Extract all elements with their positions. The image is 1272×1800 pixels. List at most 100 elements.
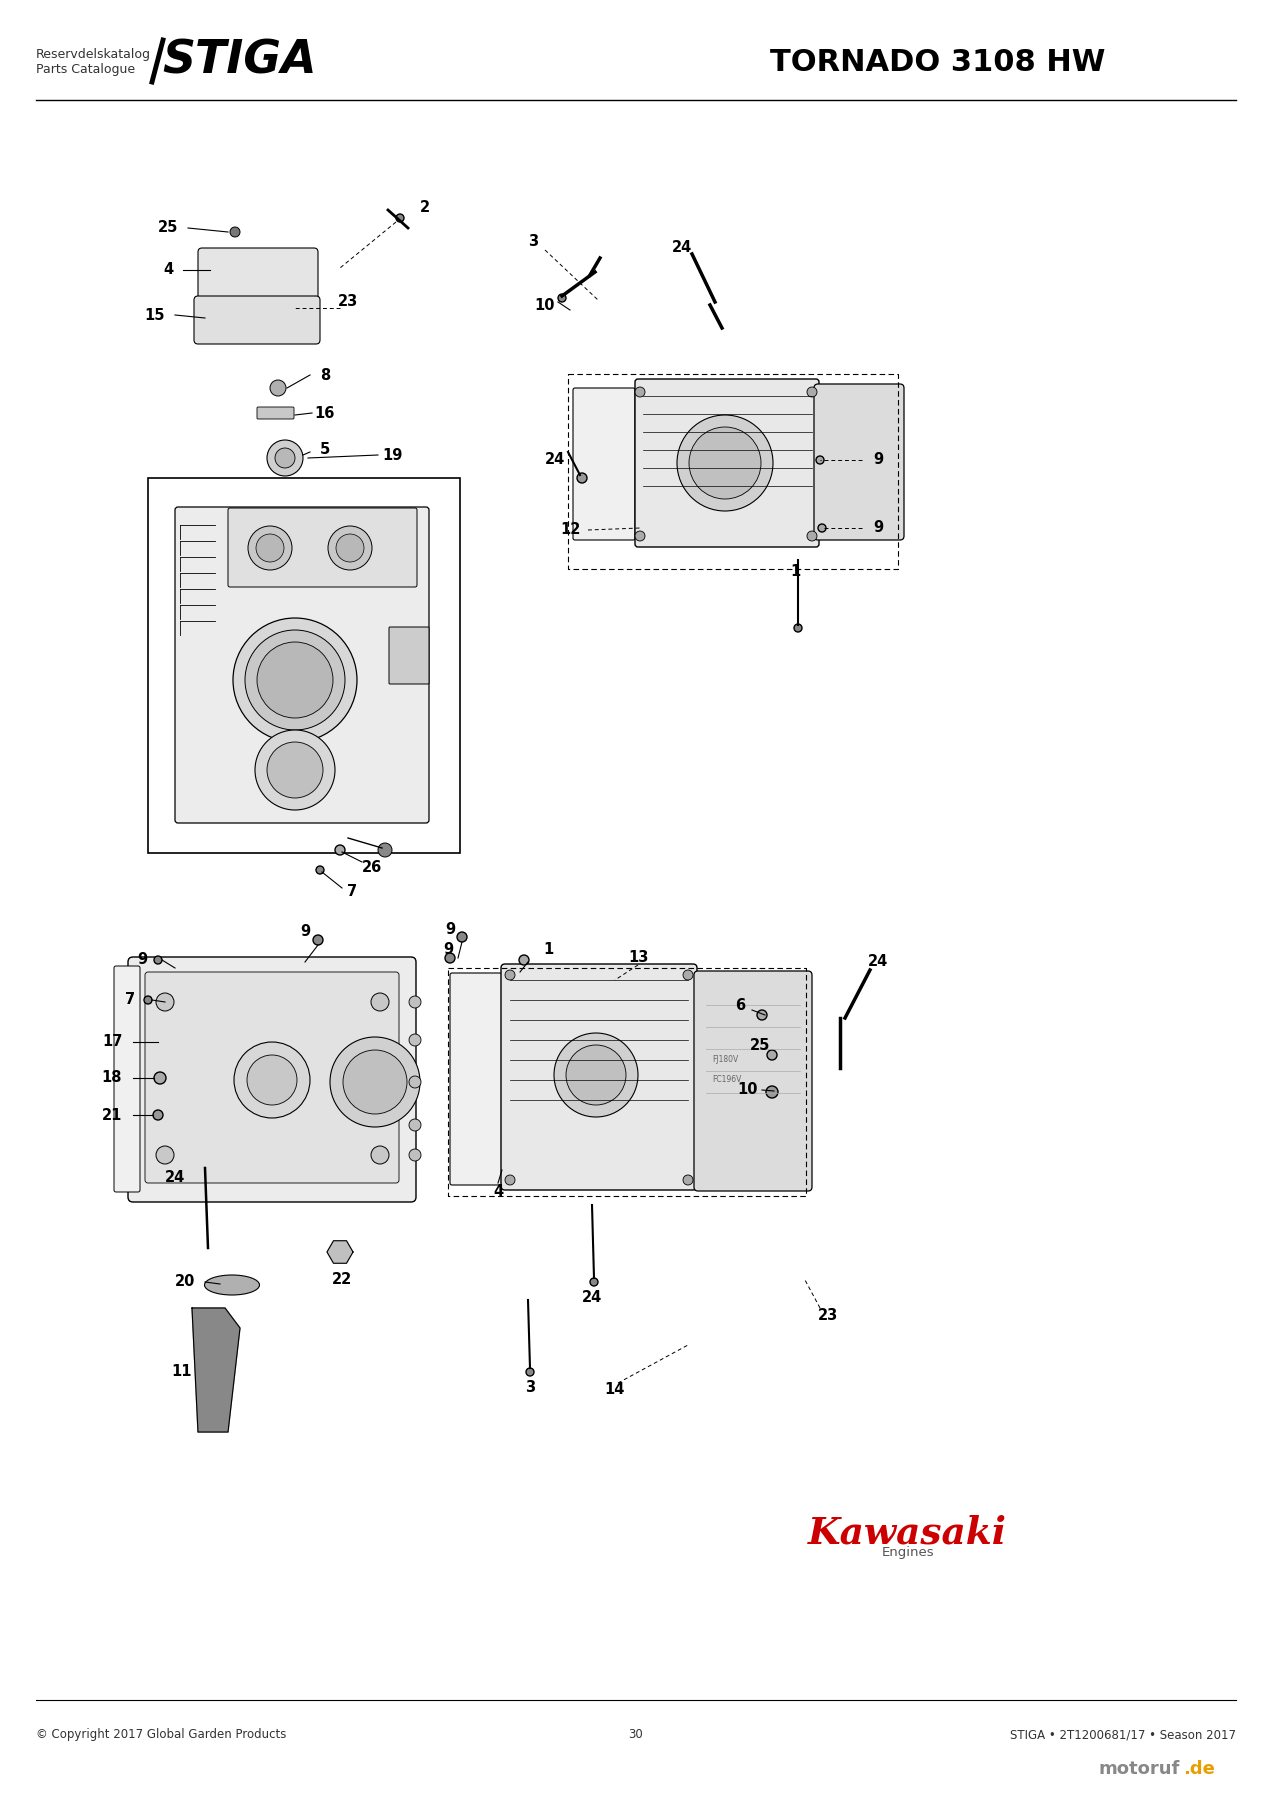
Text: 24: 24 xyxy=(165,1170,186,1186)
FancyBboxPatch shape xyxy=(695,970,812,1192)
Text: 9: 9 xyxy=(443,943,453,958)
Circle shape xyxy=(335,844,345,855)
Text: 10: 10 xyxy=(738,1082,758,1098)
Circle shape xyxy=(590,1278,598,1285)
Text: 9: 9 xyxy=(873,452,883,468)
Text: 9: 9 xyxy=(873,520,883,536)
FancyBboxPatch shape xyxy=(635,380,819,547)
Circle shape xyxy=(156,994,174,1012)
FancyBboxPatch shape xyxy=(572,389,635,540)
Text: 3: 3 xyxy=(528,234,538,250)
Text: 7: 7 xyxy=(347,884,357,900)
Text: STIGA: STIGA xyxy=(162,38,317,83)
Circle shape xyxy=(757,1010,767,1021)
FancyBboxPatch shape xyxy=(450,974,502,1184)
Bar xyxy=(148,479,460,853)
Text: 18: 18 xyxy=(102,1071,122,1085)
Circle shape xyxy=(371,1147,389,1165)
Text: 16: 16 xyxy=(314,405,336,421)
FancyBboxPatch shape xyxy=(228,508,417,587)
Circle shape xyxy=(794,625,803,632)
Circle shape xyxy=(154,1073,167,1084)
Circle shape xyxy=(635,531,645,542)
Circle shape xyxy=(505,970,515,979)
Circle shape xyxy=(329,1037,420,1127)
Circle shape xyxy=(683,970,693,979)
Text: .de: .de xyxy=(1183,1760,1215,1778)
Circle shape xyxy=(248,526,293,571)
Text: 23: 23 xyxy=(818,1307,838,1323)
Text: 6: 6 xyxy=(735,997,745,1012)
Circle shape xyxy=(527,1368,534,1375)
Circle shape xyxy=(247,1055,296,1105)
Text: 9: 9 xyxy=(445,922,455,938)
Circle shape xyxy=(566,1046,626,1105)
Text: 23: 23 xyxy=(338,295,359,310)
Text: 20: 20 xyxy=(174,1274,195,1289)
Text: 24: 24 xyxy=(868,954,888,970)
Text: 4: 4 xyxy=(163,263,173,277)
Text: 14: 14 xyxy=(604,1382,625,1397)
Circle shape xyxy=(154,956,162,965)
Circle shape xyxy=(267,439,303,475)
Circle shape xyxy=(257,643,333,718)
FancyBboxPatch shape xyxy=(814,383,904,540)
Circle shape xyxy=(378,842,392,857)
Text: 9: 9 xyxy=(137,952,148,968)
Text: 3: 3 xyxy=(525,1381,536,1395)
Text: Engines: Engines xyxy=(881,1546,935,1559)
Circle shape xyxy=(371,994,389,1012)
Circle shape xyxy=(766,1085,778,1098)
FancyBboxPatch shape xyxy=(501,965,697,1190)
Circle shape xyxy=(806,531,817,542)
Text: 21: 21 xyxy=(102,1107,122,1123)
Circle shape xyxy=(410,1076,421,1087)
Circle shape xyxy=(818,524,826,533)
Text: 24: 24 xyxy=(544,452,565,468)
Circle shape xyxy=(343,1049,407,1114)
Text: 24: 24 xyxy=(581,1291,602,1305)
Text: TORNADO 3108 HW: TORNADO 3108 HW xyxy=(770,49,1105,77)
Circle shape xyxy=(315,866,324,875)
Text: STIGA • 2T1200681/17 • Season 2017: STIGA • 2T1200681/17 • Season 2017 xyxy=(1010,1728,1236,1741)
Circle shape xyxy=(635,387,645,398)
Text: FJ180V: FJ180V xyxy=(712,1055,738,1064)
Text: Kawasaki: Kawasaki xyxy=(808,1516,1007,1552)
Circle shape xyxy=(410,1120,421,1130)
Text: Reservdelskatalog: Reservdelskatalog xyxy=(36,49,151,61)
Text: FC196V: FC196V xyxy=(712,1075,742,1084)
Text: 26: 26 xyxy=(361,860,382,875)
Circle shape xyxy=(519,956,529,965)
Circle shape xyxy=(683,1175,693,1184)
Text: 13: 13 xyxy=(628,950,649,965)
Text: 1: 1 xyxy=(543,943,553,958)
FancyBboxPatch shape xyxy=(128,958,416,1202)
Circle shape xyxy=(577,473,586,482)
Circle shape xyxy=(275,448,295,468)
Circle shape xyxy=(153,1111,163,1120)
Circle shape xyxy=(234,1042,310,1118)
FancyBboxPatch shape xyxy=(145,972,399,1183)
Circle shape xyxy=(230,227,240,238)
FancyBboxPatch shape xyxy=(198,248,318,301)
Circle shape xyxy=(313,934,323,945)
Circle shape xyxy=(256,535,284,562)
Polygon shape xyxy=(192,1309,240,1433)
Circle shape xyxy=(410,1033,421,1046)
Text: 4: 4 xyxy=(494,1184,502,1199)
Text: 10: 10 xyxy=(534,297,556,313)
Text: 11: 11 xyxy=(172,1364,192,1379)
Circle shape xyxy=(245,630,345,731)
Circle shape xyxy=(689,427,761,499)
Text: 25: 25 xyxy=(158,221,178,236)
Text: Parts Catalogue: Parts Catalogue xyxy=(36,63,135,76)
Circle shape xyxy=(410,995,421,1008)
Circle shape xyxy=(505,1175,515,1184)
Text: 15: 15 xyxy=(145,308,165,322)
Circle shape xyxy=(267,742,323,797)
Text: 7: 7 xyxy=(125,992,135,1008)
Circle shape xyxy=(410,1148,421,1161)
Text: 25: 25 xyxy=(749,1037,770,1053)
Circle shape xyxy=(396,214,404,221)
Text: 8: 8 xyxy=(319,367,331,383)
